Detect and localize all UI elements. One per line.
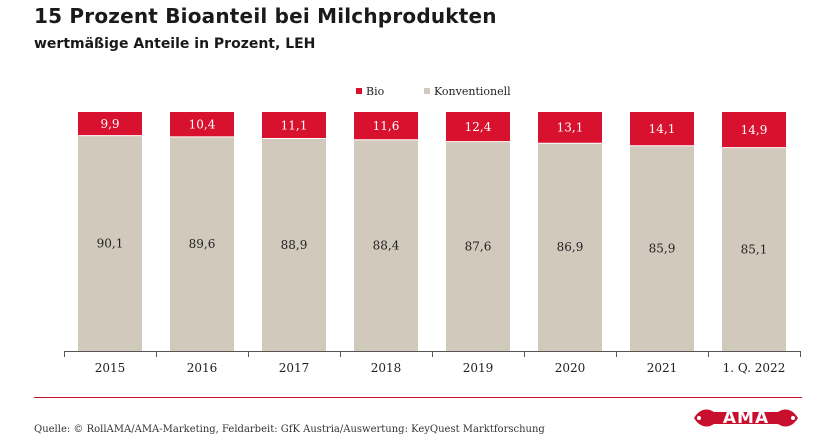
bar-konventionell bbox=[78, 135, 142, 351]
bar-konventionell bbox=[446, 141, 510, 351]
value-label-bio: 10,4 bbox=[189, 117, 216, 131]
legend-item-bio-swatch bbox=[356, 88, 362, 94]
x-tick-label: 2015 bbox=[95, 361, 126, 375]
x-tick-label: 2021 bbox=[647, 361, 678, 375]
x-axis: 2015 2016 2017 2018 2019 2020 2021 1. Q. 2022 bbox=[64, 351, 801, 375]
bars-group: 90,1 9,9 89,6 10,4 88,9 11,1 88,4 11,6 87,6 12,4 8… bbox=[78, 112, 786, 351]
value-label-konventionell: 89,6 bbox=[189, 237, 216, 251]
stacked-bar-chart: Bio Konventionell 90,1 9,9 89,6 10,4 88,9 11,1… bbox=[64, 85, 801, 375]
bar-bio bbox=[78, 112, 142, 136]
bar-bio bbox=[538, 112, 602, 144]
x-tick-label: 2016 bbox=[187, 361, 218, 375]
value-label-bio: 14,1 bbox=[649, 122, 676, 136]
bar-konventionell bbox=[354, 139, 418, 351]
value-label-bio: 11,6 bbox=[373, 119, 400, 133]
value-label-konventionell: 88,4 bbox=[373, 238, 400, 252]
x-tick-label: 2019 bbox=[463, 361, 494, 375]
bar-bio bbox=[446, 112, 510, 142]
value-label-konventionell: 86,9 bbox=[557, 240, 584, 254]
value-label-bio: 9,9 bbox=[100, 117, 119, 131]
x-tick-label: 2017 bbox=[279, 361, 310, 375]
x-tick-label: 1. Q. 2022 bbox=[723, 361, 786, 375]
value-label-bio: 13,1 bbox=[557, 121, 584, 135]
bar-konventionell bbox=[630, 145, 694, 351]
value-label-konventionell: 85,9 bbox=[649, 241, 676, 255]
chart-subtitle: wertmäßige Anteile in Prozent, LEH bbox=[34, 36, 316, 52]
value-label-konventionell: 85,1 bbox=[741, 242, 768, 256]
ama-logo: AMA bbox=[690, 405, 802, 431]
value-label-konventionell: 90,1 bbox=[97, 236, 124, 250]
ama-logo-text: AMA bbox=[722, 408, 770, 428]
bar-konventionell bbox=[262, 138, 326, 351]
chart-title: 15 Prozent Bioanteil bei Milchprodukten bbox=[34, 4, 497, 28]
legend: Bio Konventionell bbox=[356, 85, 511, 98]
bar-bio bbox=[262, 112, 326, 139]
x-tick-label: 2020 bbox=[555, 361, 586, 375]
bar-bio bbox=[722, 112, 786, 148]
legend-item-konventionell-label: Konventionell bbox=[434, 85, 511, 98]
bar-konventionell bbox=[170, 136, 234, 351]
footer-divider bbox=[34, 397, 802, 398]
bar-bio bbox=[170, 112, 234, 137]
bar-bio bbox=[630, 112, 694, 146]
legend-item-bio-label: Bio bbox=[366, 85, 385, 98]
bar-konventionell bbox=[722, 147, 786, 351]
bar-bio bbox=[354, 112, 418, 140]
value-label-konventionell: 87,6 bbox=[465, 239, 492, 253]
value-label-bio: 14,9 bbox=[741, 123, 768, 137]
x-tick-label: 2018 bbox=[371, 361, 402, 375]
value-label-bio: 12,4 bbox=[465, 120, 492, 134]
value-label-bio: 11,1 bbox=[281, 118, 308, 132]
source-note: Quelle: © RollAMA/AMA-Marketing, Feldarb… bbox=[34, 424, 545, 435]
bar-konventionell bbox=[538, 143, 602, 351]
legend-item-konventionell-swatch bbox=[424, 88, 430, 94]
value-label-konventionell: 88,9 bbox=[281, 238, 308, 252]
